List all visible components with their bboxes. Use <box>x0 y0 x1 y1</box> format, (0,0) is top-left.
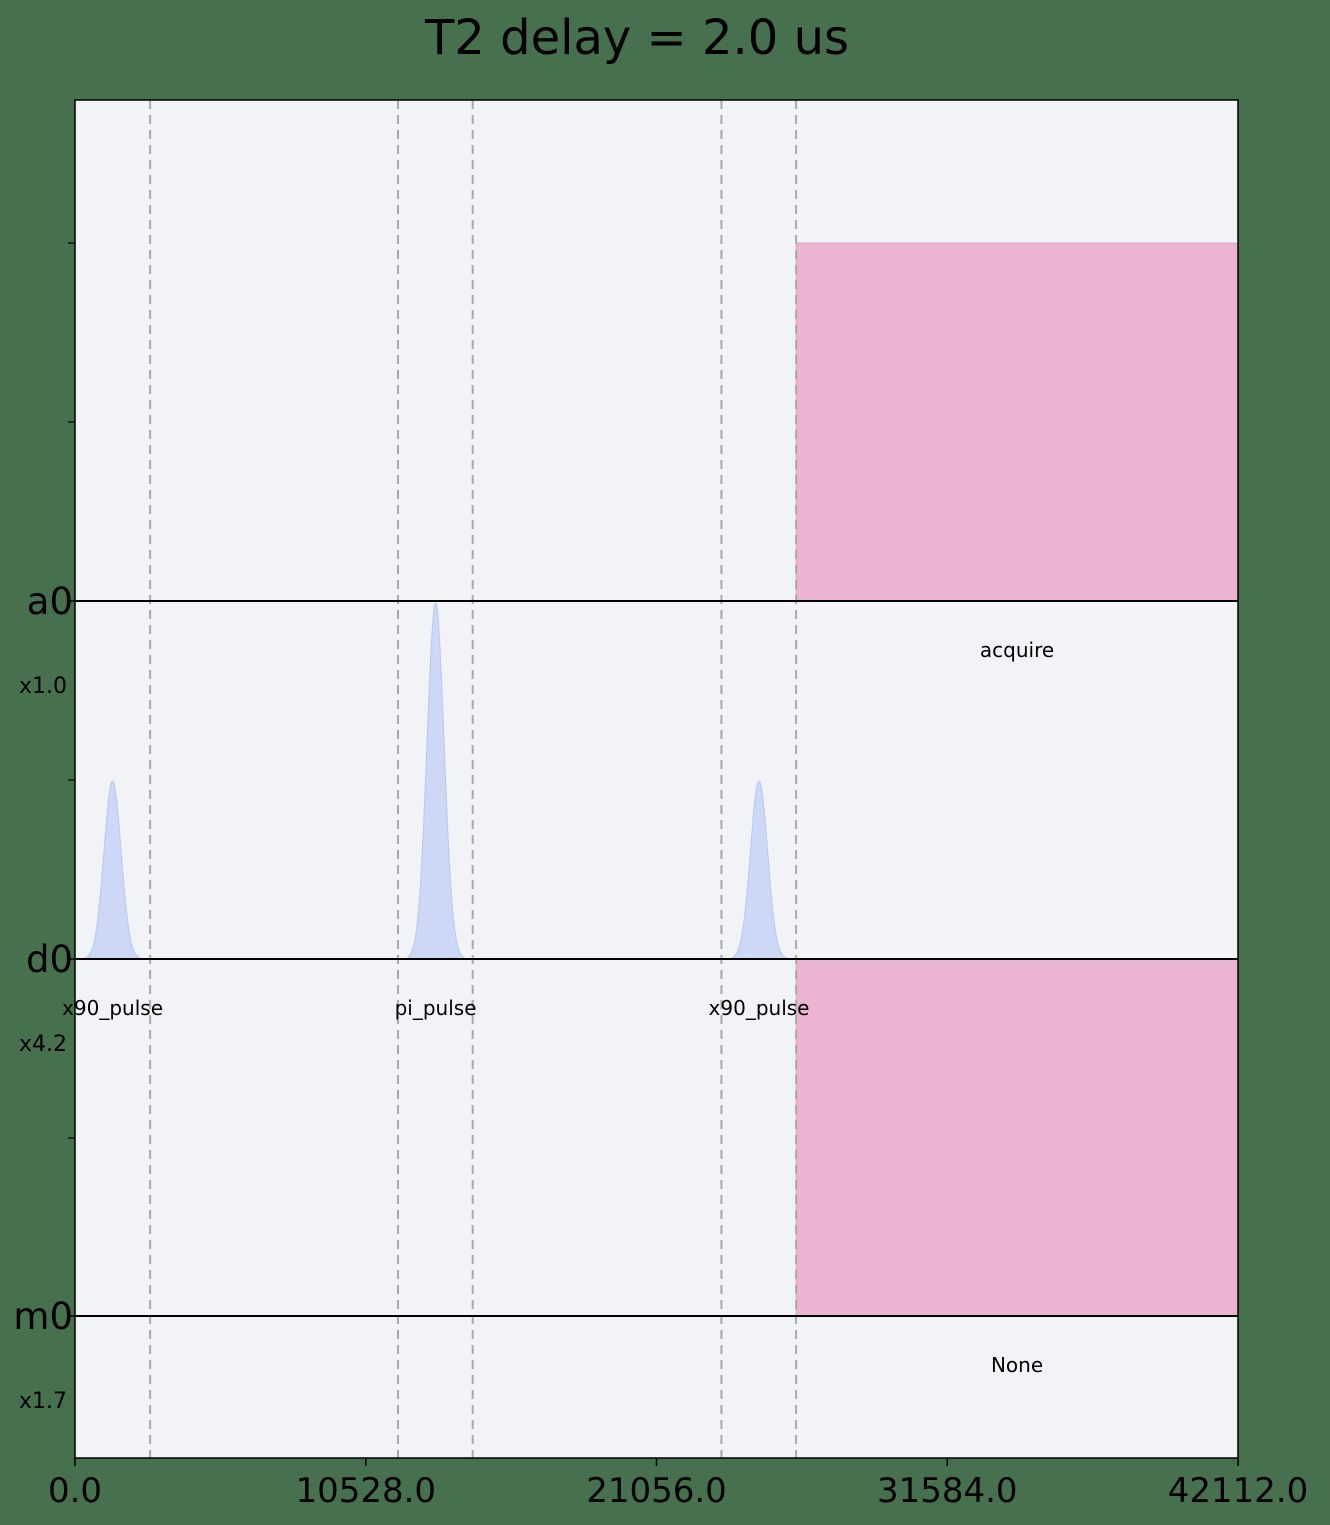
label-layer: acquire None x90_pulse pi_pulse x90_pulse <box>62 638 1054 1377</box>
channel-label-a0: a0 <box>27 580 73 623</box>
pulse-label-2: x90_pulse <box>709 996 810 1020</box>
baseline-layer <box>75 600 1238 1317</box>
plot-frame <box>74 99 1239 1459</box>
scale-label-a0: x1.0 <box>19 674 67 699</box>
gaussian-pulse-0 <box>84 780 141 960</box>
scale-label-d0: x4.2 <box>19 1032 67 1057</box>
pulse-label-0: x90_pulse <box>62 996 163 1020</box>
block-a0-0 <box>795 242 1239 602</box>
channel-label-d0: d0 <box>26 938 73 981</box>
block-label-m0-1: None <box>991 1353 1043 1377</box>
chart-title: T2 delay = 2.0 us <box>424 10 849 66</box>
block-label-a0-0: acquire <box>980 638 1054 662</box>
block-m0-1 <box>795 958 1239 1317</box>
x-tick-label-1: 10528.0 <box>295 1471 436 1511</box>
scale-label-m0: x1.7 <box>19 1389 67 1414</box>
pulse-label-1: pi_pulse <box>395 996 477 1020</box>
x-tick-label-3: 31584.0 <box>877 1471 1018 1511</box>
pulse-layer <box>84 602 788 960</box>
y-axis: a0 x1.0 d0 x4.2 m0 x1.7 <box>13 242 75 1414</box>
x-tick-label-4: 42112.0 <box>1168 1471 1309 1511</box>
gaussian-pulse-1 <box>407 602 464 960</box>
x-tick-label-0: 0.0 <box>48 1471 102 1511</box>
block-layer <box>795 242 1239 1317</box>
barrier-layer <box>149 100 798 1458</box>
x-axis: 0.0 10528.0 21056.0 31584.0 42112.0 <box>48 1458 1308 1511</box>
gaussian-pulse-2 <box>730 780 788 960</box>
x-tick-label-2: 21056.0 <box>586 1471 727 1511</box>
channel-label-m0: m0 <box>13 1295 73 1338</box>
